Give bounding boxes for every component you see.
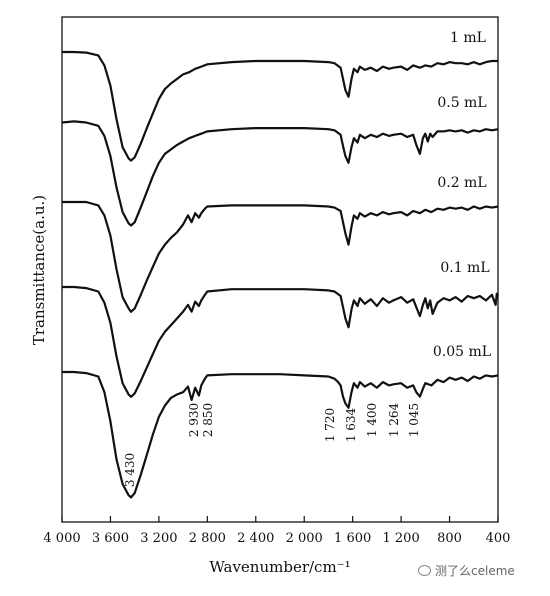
x-axis-title: Wavenumber/cm⁻¹ — [209, 558, 350, 576]
series-line-0 — [62, 50, 498, 162]
series-label-3: 0.1 mL — [440, 260, 489, 276]
x-tick-label: 2 400 — [237, 531, 274, 546]
x-tick-label: 4 000 — [43, 531, 80, 546]
series-label-4: 0.05 mL — [433, 344, 491, 360]
peak-label: 1 264 — [387, 402, 401, 437]
peak-label: 1 045 — [407, 403, 421, 437]
series-line-4 — [62, 370, 499, 499]
series-layer — [61, 50, 499, 499]
peak-label: 2 930 — [187, 403, 201, 437]
series-label-layer: 1 mL 0.5 mL 0.2 mL 0.1 mL 0.05 mL — [433, 30, 491, 360]
y-axis-title: Transmittance(a.u.) — [30, 195, 48, 345]
x-tick-label: 3 600 — [92, 531, 129, 546]
plot-frame — [61, 16, 499, 523]
wechat-icon — [418, 565, 431, 576]
series-line-2 — [62, 200, 499, 313]
x-tick-label: 400 — [486, 531, 511, 546]
x-axis-ticks: 4 000 3 600 3 200 2 800 2 400 2 000 1 600 1 200… — [43, 516, 510, 546]
series-label-0: 1 mL — [450, 30, 486, 46]
x-tick-label: 800 — [437, 531, 462, 546]
series-label-2: 0.2 mL — [437, 175, 486, 191]
series-line-1 — [61, 120, 499, 227]
watermark: 测了么celeme — [418, 562, 515, 579]
x-tick-label: 3 200 — [140, 531, 177, 546]
peak-label: 1 720 — [323, 408, 337, 442]
x-tick-label: 1 600 — [334, 531, 371, 546]
peak-label-layer: 3 430 2 930 2 850 1 720 1 634 1 400 1 264 1 045 — [123, 402, 421, 487]
series-label-1: 0.5 mL — [437, 95, 486, 111]
peak-label: 1 634 — [344, 407, 358, 442]
series-line-3 — [62, 285, 499, 398]
peak-label: 2 850 — [201, 403, 215, 437]
peak-label: 1 400 — [365, 403, 379, 437]
x-tick-label: 2 800 — [189, 531, 226, 546]
watermark-text: 测了么celeme — [435, 564, 515, 578]
x-tick-label: 1 200 — [383, 531, 420, 546]
peak-label: 3 430 — [123, 453, 137, 487]
x-tick-label: 2 000 — [286, 531, 323, 546]
